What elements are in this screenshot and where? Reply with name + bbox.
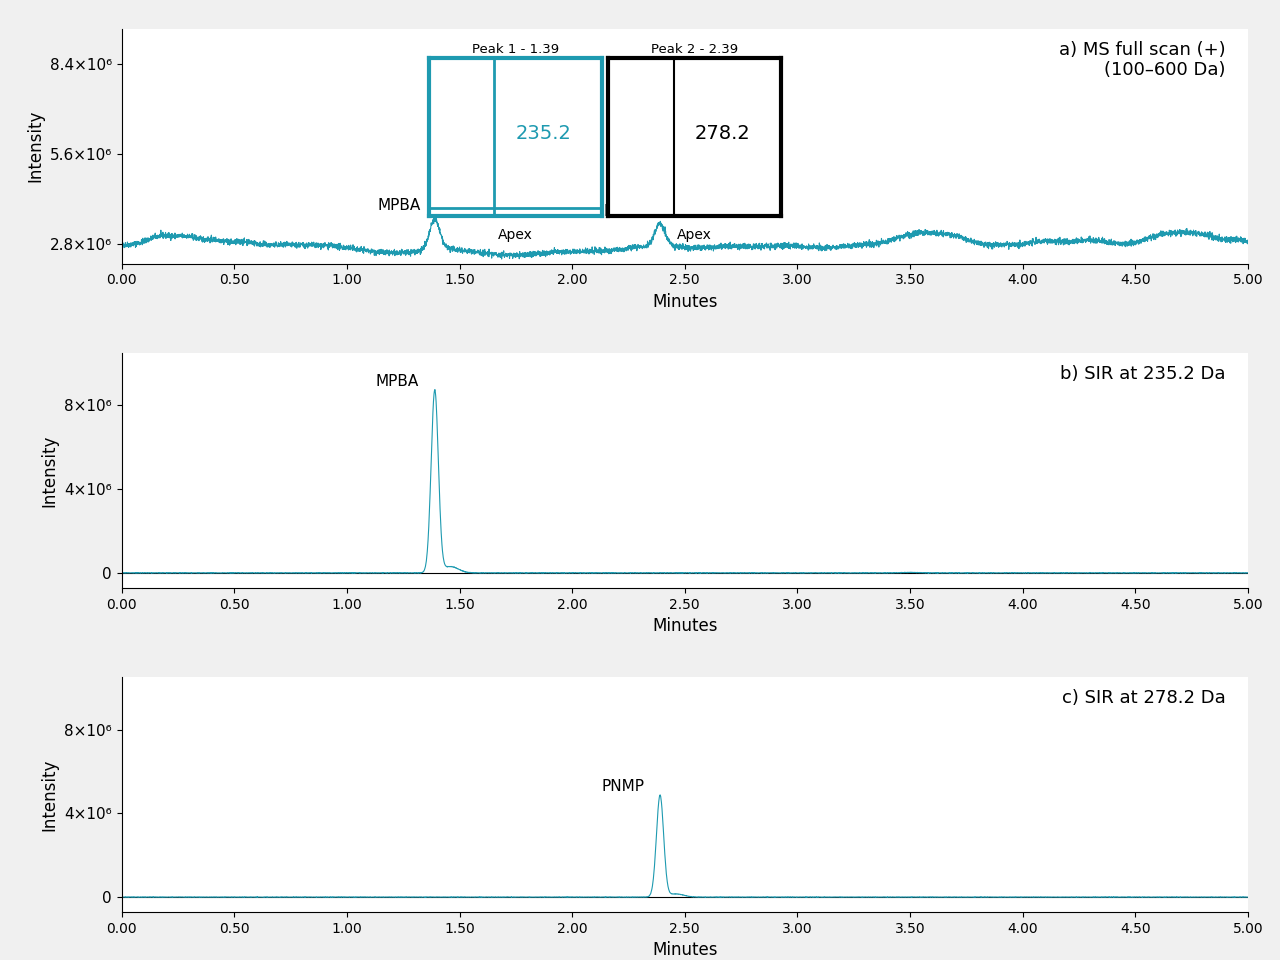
Title: Peak 1 - 1.39: Peak 1 - 1.39 <box>471 43 559 57</box>
X-axis label: Minutes: Minutes <box>652 293 718 311</box>
Text: PNMP: PNMP <box>603 204 646 219</box>
X-axis label: Minutes: Minutes <box>652 941 718 959</box>
Y-axis label: Intensity: Intensity <box>41 758 59 830</box>
Text: b) SIR at 235.2 Da: b) SIR at 235.2 Da <box>1060 365 1225 383</box>
Text: Apex: Apex <box>677 228 712 242</box>
Text: PNMP: PNMP <box>602 779 644 794</box>
Text: MPBA: MPBA <box>376 373 419 389</box>
Text: a) MS full scan (+)
(100–600 Da): a) MS full scan (+) (100–600 Da) <box>1059 40 1225 80</box>
Text: 235.2: 235.2 <box>516 124 571 143</box>
Y-axis label: Intensity: Intensity <box>41 434 59 507</box>
X-axis label: Minutes: Minutes <box>652 617 718 636</box>
Y-axis label: Intensity: Intensity <box>26 110 44 182</box>
Title: Peak 2 - 2.39: Peak 2 - 2.39 <box>650 43 739 57</box>
Text: 278.2: 278.2 <box>694 124 750 143</box>
Text: MPBA: MPBA <box>378 199 421 213</box>
Text: c) SIR at 278.2 Da: c) SIR at 278.2 Da <box>1061 689 1225 707</box>
Text: Apex: Apex <box>498 228 532 242</box>
